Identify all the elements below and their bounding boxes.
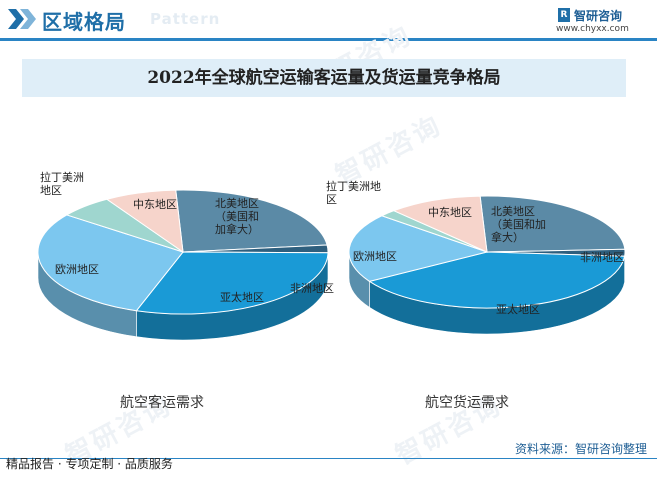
brand-url: www.chyxx.com — [556, 24, 629, 34]
pie-label-europe: 欧洲地区 — [353, 250, 397, 263]
header-divider — [0, 38, 657, 41]
pie-slice-north_america — [175, 189, 328, 253]
chevron-right-icon — [8, 9, 36, 29]
pie-label-latin-america: 拉丁美洲地区 — [40, 170, 84, 197]
chart-title-bar: 2022年全球航空运输客运量及货运量竞争格局 — [22, 59, 626, 97]
pie-slice-asia_pacific — [135, 251, 329, 315]
pie-label-middle-east: 中东地区 — [428, 206, 472, 219]
brand-name: 智研咨询 — [574, 9, 623, 23]
section-title: 区域格局 — [42, 10, 126, 34]
pie-slice-north_america — [479, 195, 626, 253]
page-header: 区域格局 Pattern R 智研咨询 www.chyxx.com — [0, 0, 657, 41]
left-chart-subtitle: 航空客运需求 — [120, 395, 204, 411]
pie-label-africa: 非洲地区 — [290, 282, 334, 295]
chart-title: 2022年全球航空运输客运量及货运量竞争格局 — [147, 68, 501, 88]
right-chart-subtitle: 航空货运需求 — [425, 395, 509, 411]
pie-label-middle-east: 中东地区 — [133, 198, 177, 211]
pie-label-latin-america: 拉丁美洲地区 — [326, 179, 381, 206]
section-ghost-text: Pattern — [150, 10, 221, 28]
pie-label-north-america: 北美地区（美国和加拿大） — [491, 205, 546, 244]
brand-logo-icon: R — [558, 8, 570, 22]
pie-slice-middle_east — [392, 195, 488, 253]
pie-label-asia-pacific: 亚太地区 — [220, 291, 264, 304]
pie-label-north-america: 北美地区（美国和加拿大） — [215, 197, 259, 236]
pie-slice-europe — [348, 215, 489, 282]
pie-label-asia-pacific: 亚太地区 — [496, 303, 540, 316]
footer-tagline: 精品报告 · 专项定制 · 品质服务 — [6, 457, 173, 471]
source-note: 资料来源：智研咨询整理 — [514, 442, 647, 456]
pie-label-europe: 欧洲地区 — [55, 263, 99, 276]
pie-slice-middle_east — [105, 189, 184, 254]
pie-slice-asia_pacific — [368, 251, 626, 309]
footer-divider — [0, 458, 657, 459]
pie-slice-europe — [37, 214, 184, 312]
pie-label-africa: 非洲地区 — [580, 251, 624, 264]
